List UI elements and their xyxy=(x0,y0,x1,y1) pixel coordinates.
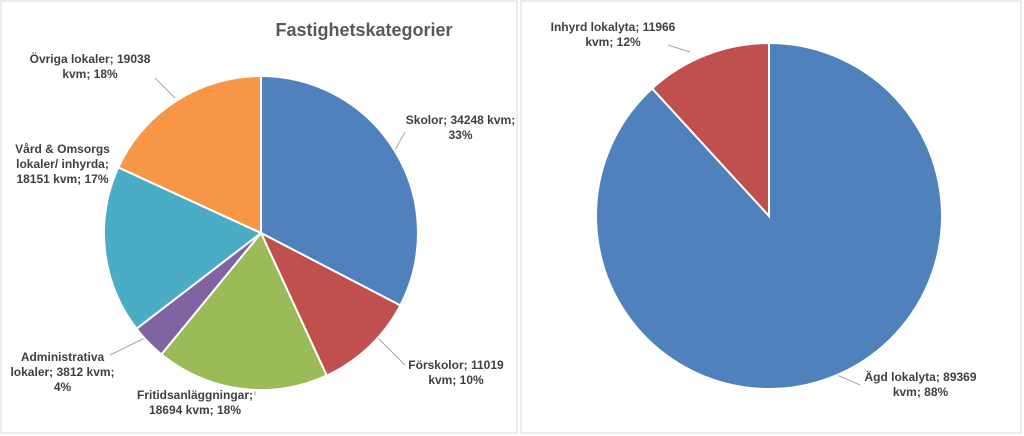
pie-slice xyxy=(260,74,419,307)
leader-line xyxy=(154,77,176,99)
data-label: Övriga lokaler; 19038 kvm; 18% xyxy=(29,52,151,81)
data-label: Administrativa lokaler; 3812 kvm; 4% xyxy=(10,350,115,394)
chart-title: Fastighetskategorier xyxy=(275,20,452,40)
leader-line xyxy=(394,131,406,151)
pie-slice xyxy=(117,74,262,235)
pie-slice xyxy=(103,166,263,331)
leader-line xyxy=(667,44,691,53)
leader-lines xyxy=(109,44,861,395)
data-label: Vård & Omsorgs lokaler/ inhyrda; 18151 k… xyxy=(15,142,110,186)
data-label: Förskolor; 11019 kvm; 10% xyxy=(408,358,504,387)
pie-slice xyxy=(258,230,402,377)
leader-line xyxy=(374,334,406,366)
leader-line xyxy=(109,337,146,356)
data-label: Ägd lokalyta; 89369 kvm; 88% xyxy=(864,370,977,399)
data-label: Inhyrd lokalyta; 11966 kvm; 12% xyxy=(550,20,676,49)
chart-frame xyxy=(0,0,518,434)
data-label: Fritidsanläggningar; 18694 kvm; 18% xyxy=(136,388,253,417)
pie-slice xyxy=(650,41,770,219)
chart-frame xyxy=(520,0,1022,434)
pie-slice xyxy=(159,231,329,391)
data-label: Skolor; 34248 kvm; 33% xyxy=(405,113,516,142)
